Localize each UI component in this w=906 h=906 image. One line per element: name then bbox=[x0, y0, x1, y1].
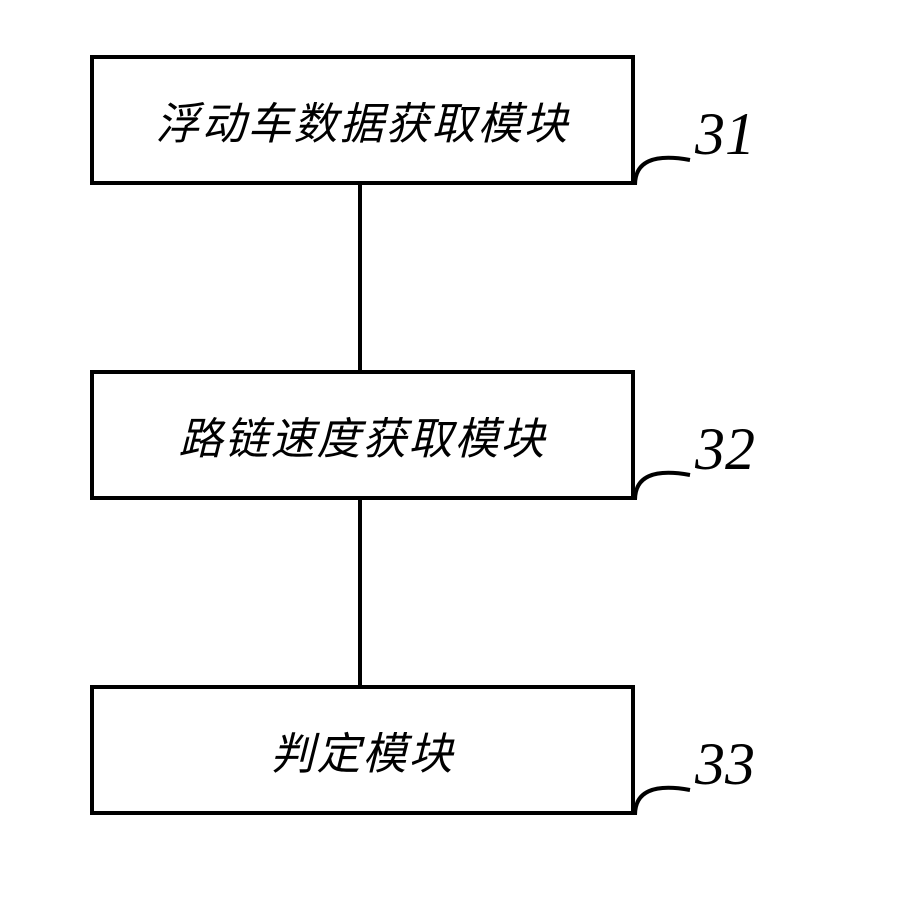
module-number-3: 33 bbox=[695, 730, 755, 799]
module-number-1: 31 bbox=[695, 100, 755, 169]
flowchart-diagram: 浮动车数据获取模块 31 路链速度获取模块 32 判定模块 33 bbox=[0, 0, 906, 906]
module-box-1-label: 浮动车数据获取模块 bbox=[156, 88, 570, 152]
module-box-2: 路链速度获取模块 bbox=[90, 370, 635, 500]
module-number-2: 32 bbox=[695, 415, 755, 484]
module-box-3: 判定模块 bbox=[90, 685, 635, 815]
connector-line-2 bbox=[358, 500, 362, 685]
connector-line-1 bbox=[358, 185, 362, 370]
callout-curve-3 bbox=[630, 770, 700, 825]
module-box-2-label: 路链速度获取模块 bbox=[179, 403, 547, 467]
callout-curve-1 bbox=[630, 140, 700, 195]
callout-curve-2 bbox=[630, 455, 700, 510]
module-box-3-label: 判定模块 bbox=[271, 718, 455, 782]
module-box-1: 浮动车数据获取模块 bbox=[90, 55, 635, 185]
